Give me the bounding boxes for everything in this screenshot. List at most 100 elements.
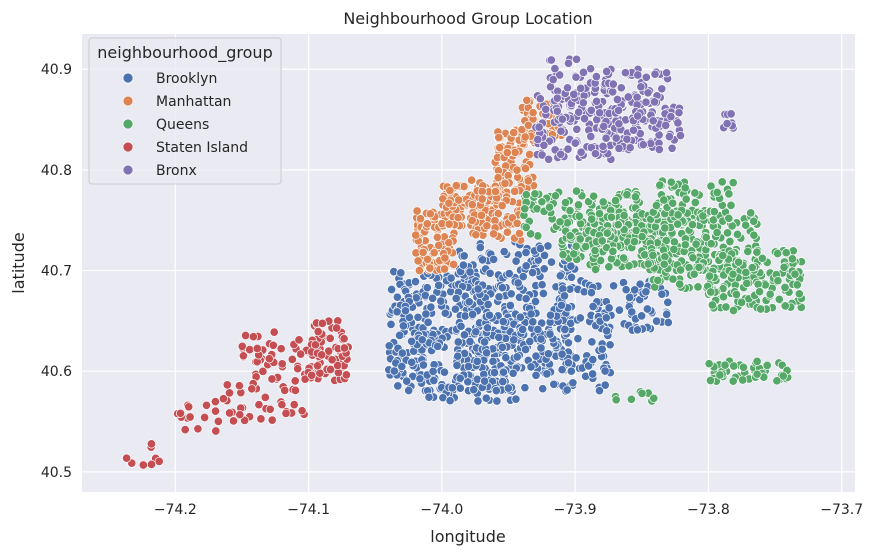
data-point <box>705 375 716 386</box>
data-point <box>260 392 270 402</box>
data-point <box>574 107 584 117</box>
data-point <box>544 154 554 164</box>
data-point <box>673 210 683 220</box>
data-point <box>521 222 531 232</box>
data-point <box>742 278 752 288</box>
data-point <box>640 250 650 260</box>
data-point <box>122 453 132 463</box>
data-point <box>690 188 700 198</box>
data-point <box>497 201 507 211</box>
chart-title: Neighbourhood Group Location <box>343 9 592 28</box>
data-point <box>728 305 739 316</box>
data-point <box>400 306 411 316</box>
data-point <box>579 114 590 124</box>
data-point <box>395 330 405 340</box>
data-point <box>327 355 337 365</box>
data-point <box>712 227 722 238</box>
data-point <box>734 257 744 267</box>
x-axis-ticks: −74.2 −74.1 −74.0 −73.9 −73.8 −73.7 <box>154 502 863 518</box>
data-point <box>277 359 287 369</box>
data-point <box>293 364 303 374</box>
data-point <box>698 211 708 221</box>
data-point <box>687 220 698 230</box>
data-point <box>418 360 428 370</box>
data-point <box>180 425 190 435</box>
data-point <box>407 357 417 367</box>
data-point <box>562 83 573 93</box>
data-point <box>790 269 800 279</box>
data-point <box>505 300 515 311</box>
data-point <box>310 340 320 350</box>
data-point <box>509 335 519 345</box>
data-point <box>455 373 465 383</box>
data-point <box>460 311 470 321</box>
data-point <box>675 130 686 141</box>
data-point <box>787 254 797 264</box>
data-point <box>648 116 658 126</box>
data-point <box>600 380 610 390</box>
data-point <box>662 68 672 78</box>
data-point <box>545 329 555 339</box>
data-point <box>459 251 469 261</box>
data-point <box>521 344 531 355</box>
data-point <box>633 111 643 121</box>
data-point <box>571 186 582 196</box>
data-point <box>528 268 538 278</box>
data-point <box>489 229 499 239</box>
data-point <box>752 356 762 366</box>
data-point <box>247 384 257 394</box>
data-point <box>556 149 566 159</box>
data-point <box>641 97 651 107</box>
data-point <box>592 96 602 106</box>
data-point <box>691 239 701 249</box>
data-point <box>537 197 547 207</box>
data-point <box>574 211 584 221</box>
data-point <box>622 134 632 144</box>
data-point <box>726 200 736 210</box>
data-point <box>558 250 568 260</box>
data-point <box>317 318 327 328</box>
data-point <box>550 191 561 201</box>
data-point <box>578 67 589 77</box>
data-point <box>478 255 488 265</box>
data-point <box>668 274 678 284</box>
data-point <box>413 256 423 266</box>
data-point <box>614 105 624 115</box>
data-point <box>539 250 550 260</box>
data-point <box>549 379 559 389</box>
data-point <box>393 381 403 391</box>
data-point <box>526 362 536 372</box>
data-point <box>557 349 567 359</box>
data-point <box>556 126 566 136</box>
data-point <box>423 317 433 327</box>
data-point <box>637 311 647 321</box>
data-point <box>520 163 531 174</box>
data-point <box>268 340 278 350</box>
data-point <box>598 141 608 151</box>
data-point <box>747 263 757 273</box>
data-point <box>451 181 461 191</box>
data-point <box>663 317 673 328</box>
data-point <box>313 327 323 337</box>
data-point <box>492 396 502 406</box>
data-point <box>384 341 394 351</box>
data-point <box>482 323 493 333</box>
data-point <box>743 246 753 257</box>
data-point <box>473 396 483 406</box>
data-point <box>630 192 640 202</box>
data-point <box>563 358 573 368</box>
data-point <box>546 257 557 267</box>
data-point <box>521 261 531 271</box>
data-point <box>673 118 683 128</box>
data-point <box>264 354 274 364</box>
data-point <box>481 393 491 403</box>
data-point <box>552 106 562 116</box>
data-point <box>537 280 547 290</box>
data-point <box>154 456 164 466</box>
data-point <box>737 297 747 307</box>
data-point <box>313 361 323 371</box>
data-point <box>773 276 783 286</box>
legend-marker <box>122 118 134 130</box>
data-points <box>122 54 807 470</box>
data-point <box>537 150 547 160</box>
